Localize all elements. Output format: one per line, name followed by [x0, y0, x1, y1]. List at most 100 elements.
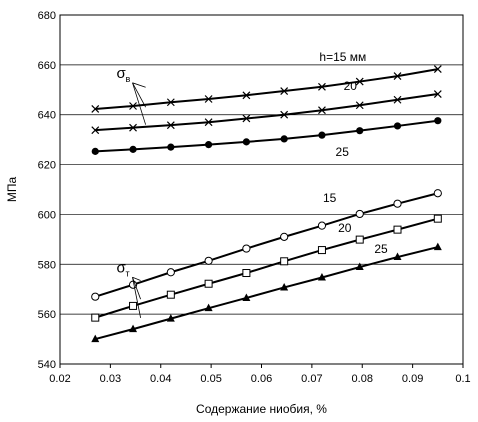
data-point [393, 122, 402, 130]
series-5 [91, 242, 442, 343]
series-4 [91, 214, 442, 322]
pointer-line [132, 277, 141, 300]
curve-label: h=15 мм [319, 50, 366, 64]
series-lines [91, 65, 442, 343]
series-line [95, 68, 438, 110]
x-tick-label: 0.1 [455, 373, 470, 385]
x-tick-label: 0.06 [251, 373, 272, 385]
curve-label: 15 [323, 191, 337, 205]
data-point [129, 102, 137, 110]
sigma-subscript: т [125, 268, 129, 278]
tick-labels: 540 560 580 600 620 640 660 680 0.02 0.03 0.04 0.05… [38, 10, 471, 385]
series-0 [91, 65, 442, 113]
data-point [318, 82, 326, 91]
data-point [318, 131, 326, 139]
data-point [393, 252, 402, 261]
y-tick-label: 540 [38, 359, 56, 371]
y-tick-label: 560 [38, 309, 56, 321]
series-2 [91, 117, 442, 155]
data-point [355, 101, 364, 110]
y-tick-label: 600 [38, 209, 56, 221]
data-point [242, 91, 251, 100]
x-tick-label: 0.09 [402, 373, 423, 385]
data-point [91, 105, 100, 113]
data-point [280, 257, 289, 266]
data-point [434, 117, 442, 125]
data-point [242, 244, 251, 253]
data-point [433, 242, 442, 251]
data-point [166, 98, 175, 107]
y-tick-label: 660 [38, 60, 56, 72]
data-point [91, 126, 100, 135]
x-tick-label: 0.07 [301, 373, 322, 385]
data-point [205, 141, 213, 149]
data-point [393, 199, 402, 208]
data-point [129, 301, 138, 310]
data-point [317, 221, 327, 230]
y-tick-label: 640 [38, 110, 56, 122]
y-tick-label: 680 [38, 10, 56, 22]
data-point [318, 106, 326, 115]
series-line [95, 93, 438, 132]
data-point [242, 269, 251, 278]
grid [60, 14, 463, 365]
data-point [280, 232, 289, 241]
curve-label: 20 [344, 79, 358, 93]
data-point [280, 135, 288, 143]
data-point [355, 235, 364, 244]
data-point [166, 290, 175, 299]
data-point [356, 127, 364, 135]
series-line [94, 192, 439, 298]
data-point [393, 72, 402, 80]
data-point [355, 77, 364, 86]
data-point [129, 324, 138, 333]
x-tick-label: 0.05 [200, 373, 221, 385]
y-tick-label: 620 [38, 160, 56, 172]
data-point [204, 279, 213, 288]
data-point [204, 95, 213, 103]
series-3 [91, 189, 442, 301]
pointer-line [132, 277, 141, 318]
data-point [166, 121, 175, 130]
curve-label: 25 [336, 145, 350, 159]
sigma-symbol: σ [116, 259, 126, 276]
curve-label: 20 [338, 221, 352, 235]
data-point [280, 110, 289, 119]
curve-label: 25 [374, 242, 388, 256]
series-line [95, 119, 438, 153]
data-point [280, 282, 289, 291]
data-point [393, 95, 402, 104]
series-line [94, 217, 439, 319]
data-point [355, 262, 364, 271]
data-point [166, 314, 175, 322]
data-point [91, 292, 100, 301]
series-line [95, 246, 439, 341]
series-1 [91, 90, 442, 135]
x-tick-label: 0.02 [49, 373, 70, 385]
data-point [167, 143, 175, 151]
x-tick-label: 0.04 [150, 373, 171, 385]
y-tick-label: 580 [38, 259, 56, 271]
data-point [91, 147, 99, 155]
x-tick-label: 0.08 [352, 373, 373, 385]
y-axis-label: МПа [5, 177, 19, 203]
data-point [317, 272, 326, 281]
data-point [433, 214, 442, 223]
data-point [129, 123, 137, 132]
pointer-line [132, 82, 147, 125]
pointer-line [132, 82, 146, 88]
data-point [242, 114, 251, 123]
data-point [242, 138, 250, 146]
sigma-symbol: σ [116, 65, 126, 82]
data-point [129, 145, 137, 153]
data-point [433, 90, 442, 98]
data-point [204, 118, 213, 127]
data-point [393, 225, 402, 234]
data-point [166, 268, 175, 277]
data-point [204, 303, 213, 312]
data-point [242, 293, 251, 301]
